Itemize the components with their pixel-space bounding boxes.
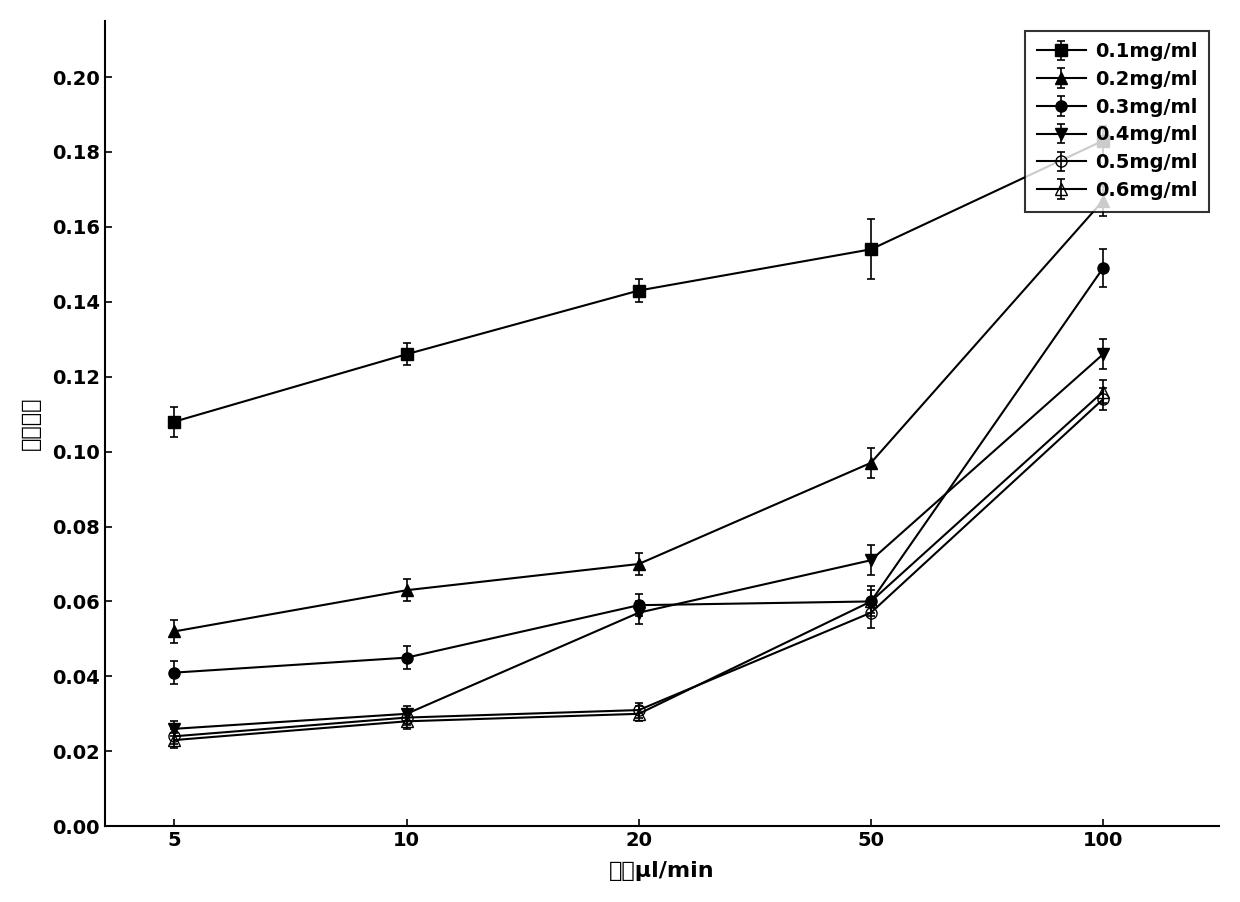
X-axis label: 流速μl/min: 流速μl/min <box>609 861 714 881</box>
Legend: 0.1mg/ml, 0.2mg/ml, 0.3mg/ml, 0.4mg/ml, 0.5mg/ml, 0.6mg/ml: 0.1mg/ml, 0.2mg/ml, 0.3mg/ml, 0.4mg/ml, … <box>1025 31 1209 212</box>
Y-axis label: 氯气浓度: 氯气浓度 <box>21 397 41 450</box>
